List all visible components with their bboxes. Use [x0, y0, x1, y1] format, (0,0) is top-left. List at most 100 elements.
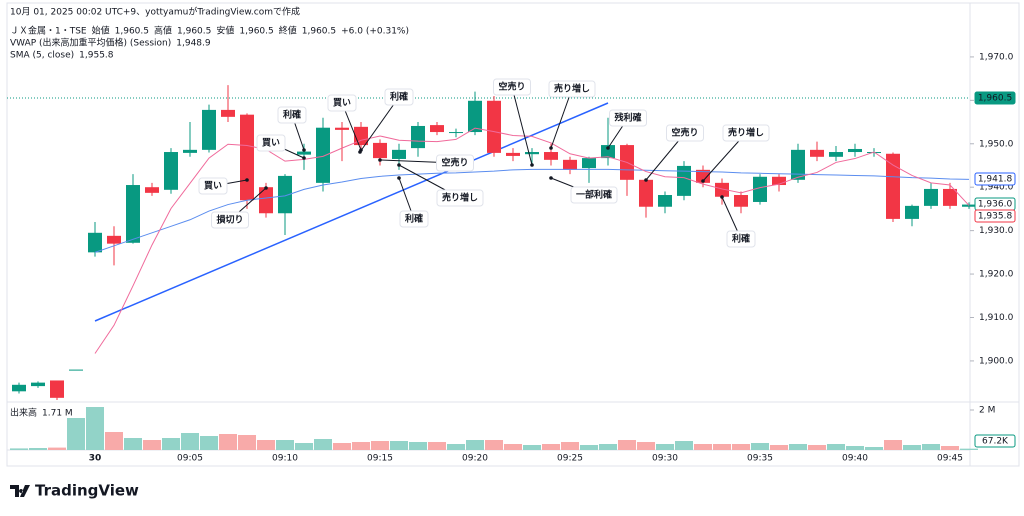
credit: 10月 01, 2025 00:02 UTC+9、yottyamuがTradin…	[10, 6, 300, 18]
volume-bar	[390, 441, 408, 450]
volume-bar	[333, 443, 351, 450]
volume-bar	[86, 407, 104, 450]
annotation: 空売り	[492, 78, 532, 96]
legend-text: 安値	[216, 25, 234, 37]
y-tick-label: 1,930.0	[979, 226, 1014, 236]
annotation-box	[399, 210, 429, 228]
volume-bar	[903, 445, 921, 450]
axis-badge-label: 1,960.5	[978, 94, 1012, 104]
volume-bar	[504, 444, 522, 450]
volume-bar	[561, 442, 579, 450]
y-tick-label: 1,970.0	[979, 52, 1014, 62]
candle-body	[88, 232, 102, 253]
candle-body	[164, 152, 178, 190]
candle-body	[924, 188, 938, 206]
volume-bar	[124, 438, 142, 450]
candle-body	[430, 125, 444, 133]
annotation-dot	[530, 163, 534, 167]
volume-bar	[675, 441, 693, 450]
volume-bar	[922, 444, 940, 450]
volume-bar	[29, 448, 47, 450]
annotation-dot	[397, 176, 401, 180]
candle-body	[202, 109, 216, 150]
annotation: 売り増し	[722, 124, 770, 142]
candle-body	[905, 205, 919, 219]
candle-body	[563, 159, 577, 170]
volume-bar	[827, 444, 845, 450]
candle-body	[31, 382, 45, 387]
legend-text: 1,960.5	[115, 27, 149, 37]
legend-text: SMA (5, close)	[10, 51, 74, 61]
annotation-dot	[549, 146, 553, 150]
annotation-label: 空売り	[498, 81, 525, 93]
volume-bar	[409, 442, 427, 450]
annotation-label: 空売り	[671, 127, 698, 139]
sma-line	[94, 127, 970, 354]
candle-body	[392, 149, 406, 159]
candle-body	[848, 148, 862, 153]
volume-bar	[960, 448, 978, 450]
annotation-box	[665, 124, 705, 142]
volume-bar	[618, 440, 636, 450]
volume-bar	[48, 447, 66, 450]
annotation-box	[327, 94, 357, 112]
annotation-label: 利確	[282, 109, 301, 121]
candle-body	[221, 109, 235, 117]
volume-bar	[10, 448, 28, 450]
candle-body	[335, 127, 349, 130]
volume-bar	[789, 444, 807, 450]
legend-text: ＪＸ金属・1・TSE	[10, 25, 87, 37]
annotation: 売り増し	[548, 80, 596, 98]
annotation-dot	[245, 178, 249, 182]
annotation-arrow	[511, 86, 533, 166]
candle-body	[791, 149, 805, 180]
frame	[6, 2, 1020, 467]
candle-body	[145, 187, 159, 193]
brand-logo	[10, 485, 30, 497]
annotation-label: 売り増し	[442, 192, 478, 204]
candle-body	[506, 152, 520, 156]
volume-bar	[276, 440, 294, 450]
legend-text: 高値	[154, 25, 172, 37]
annotation-label: 買い	[262, 138, 280, 149]
volume-bar	[181, 433, 199, 450]
y-tick-label: 1,950.0	[979, 139, 1014, 149]
candle-body	[582, 158, 596, 169]
annotation-dot	[302, 148, 306, 152]
volume-bar	[770, 445, 788, 450]
candle-body	[316, 127, 330, 183]
annotation-label: 残利確	[614, 112, 641, 124]
volume-bar	[732, 444, 750, 450]
candle-body	[278, 175, 292, 214]
x-tick-label: 09:40	[842, 454, 868, 464]
candle-body	[468, 100, 482, 133]
annotation-dot	[378, 158, 382, 162]
volume-bar	[314, 439, 332, 450]
annotation: 利確	[277, 106, 307, 124]
y2-tick-label: 2 M	[979, 406, 995, 416]
volume-bar	[295, 443, 313, 450]
volume-bar	[200, 436, 218, 450]
annotation-label: 買い	[204, 181, 222, 192]
candle-body	[50, 380, 64, 398]
axis-badge	[974, 172, 1016, 186]
y-tick-label: 1,940.0	[979, 183, 1014, 193]
legend: ＪＸ金属・1・TSE 始値 1,960.5 高値 1,960.5 安値 1,960.5 終値 1…	[10, 25, 409, 419]
axis-badge-label: 1,935.8	[978, 212, 1013, 222]
annotation-dot	[701, 179, 705, 183]
annotation: 利確	[384, 88, 414, 106]
x-tick-label: 09:20	[462, 454, 488, 464]
annotation-dot	[264, 186, 268, 190]
annotation: 空売り	[435, 154, 475, 172]
volume-bar	[523, 445, 541, 450]
candle-body	[639, 179, 653, 207]
volume-bar	[143, 440, 161, 450]
candle-body	[943, 188, 957, 206]
x-tick-label: 09:05	[177, 454, 203, 464]
legend-text: 出来高	[10, 407, 37, 419]
volume-bar	[599, 444, 617, 450]
annotation-dot	[720, 195, 724, 199]
annotation-arrow	[359, 96, 400, 153]
plot: 1,900.0 1,910.0 1,920.0 1,930.0 1,940.0 1,950…	[7, 52, 1016, 464]
legend-text: VWAP (出来高加重平均価格) (Session)	[10, 37, 171, 49]
